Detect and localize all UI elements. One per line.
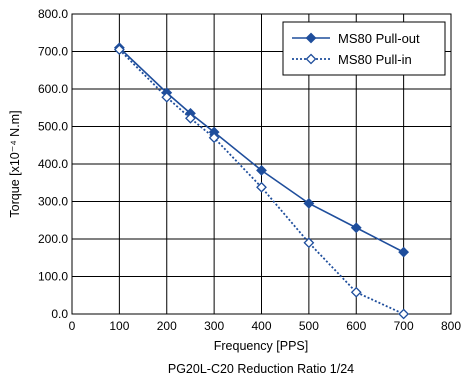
y-tick-label: 800.0 [38, 7, 68, 21]
data-point [303, 197, 315, 209]
y-tick-label: 600.0 [38, 82, 68, 96]
y-tick-label: 200.0 [38, 232, 68, 246]
y-tick-label: 0.0 [51, 307, 68, 321]
chart-caption: PG20L-C20 Reduction Ratio 1/24 [168, 362, 354, 376]
data-point [256, 164, 267, 176]
data-point [350, 286, 362, 298]
data-point [161, 91, 173, 103]
legend-box [282, 21, 446, 76]
legend-label: MS80 Pull-in [338, 52, 412, 67]
y-axis-label: Torque [x10⁻⁴ N.m] [8, 110, 22, 217]
data-point [398, 308, 410, 320]
data-point [398, 246, 410, 258]
data-point [350, 222, 362, 234]
data-point [303, 237, 315, 249]
x-axis-label: Frequency [PPS] [214, 339, 309, 353]
series-group [113, 44, 410, 320]
x-tick-label: 300 [204, 319, 224, 333]
data-point [185, 112, 196, 124]
x-tick-label: 0 [69, 319, 76, 333]
x-tick-label: 200 [157, 319, 177, 333]
data-point [305, 32, 317, 44]
x-tick-label: 400 [251, 319, 271, 333]
y-tick-label: 100.0 [38, 270, 68, 284]
series-layer [113, 42, 410, 320]
x-tick-label: 700 [394, 319, 414, 333]
legend: MS80 Pull-out MS80 Pull-in [282, 21, 446, 76]
legend-label: MS80 Pull-out [338, 31, 420, 46]
x-tick-label: 800 [441, 319, 461, 333]
y-tick-label: 400.0 [38, 157, 68, 171]
data-point [113, 44, 125, 56]
series-line [118, 48, 405, 315]
y-tick-label: 300.0 [38, 195, 68, 209]
x-tick-label: 600 [346, 319, 366, 333]
data-point [305, 53, 317, 65]
data-point [208, 132, 220, 144]
x-tick-label: 100 [109, 319, 129, 333]
x-tick-label: 500 [299, 319, 319, 333]
data-point [256, 181, 267, 193]
y-tick-label: 500.0 [38, 120, 68, 134]
y-tick-label: 700.0 [38, 45, 68, 59]
plot-frame [71, 13, 452, 315]
tick-labels: 0.0 100.0 200.0 300.0 400.0 500.0 600.0 700.0 80… [38, 7, 461, 333]
